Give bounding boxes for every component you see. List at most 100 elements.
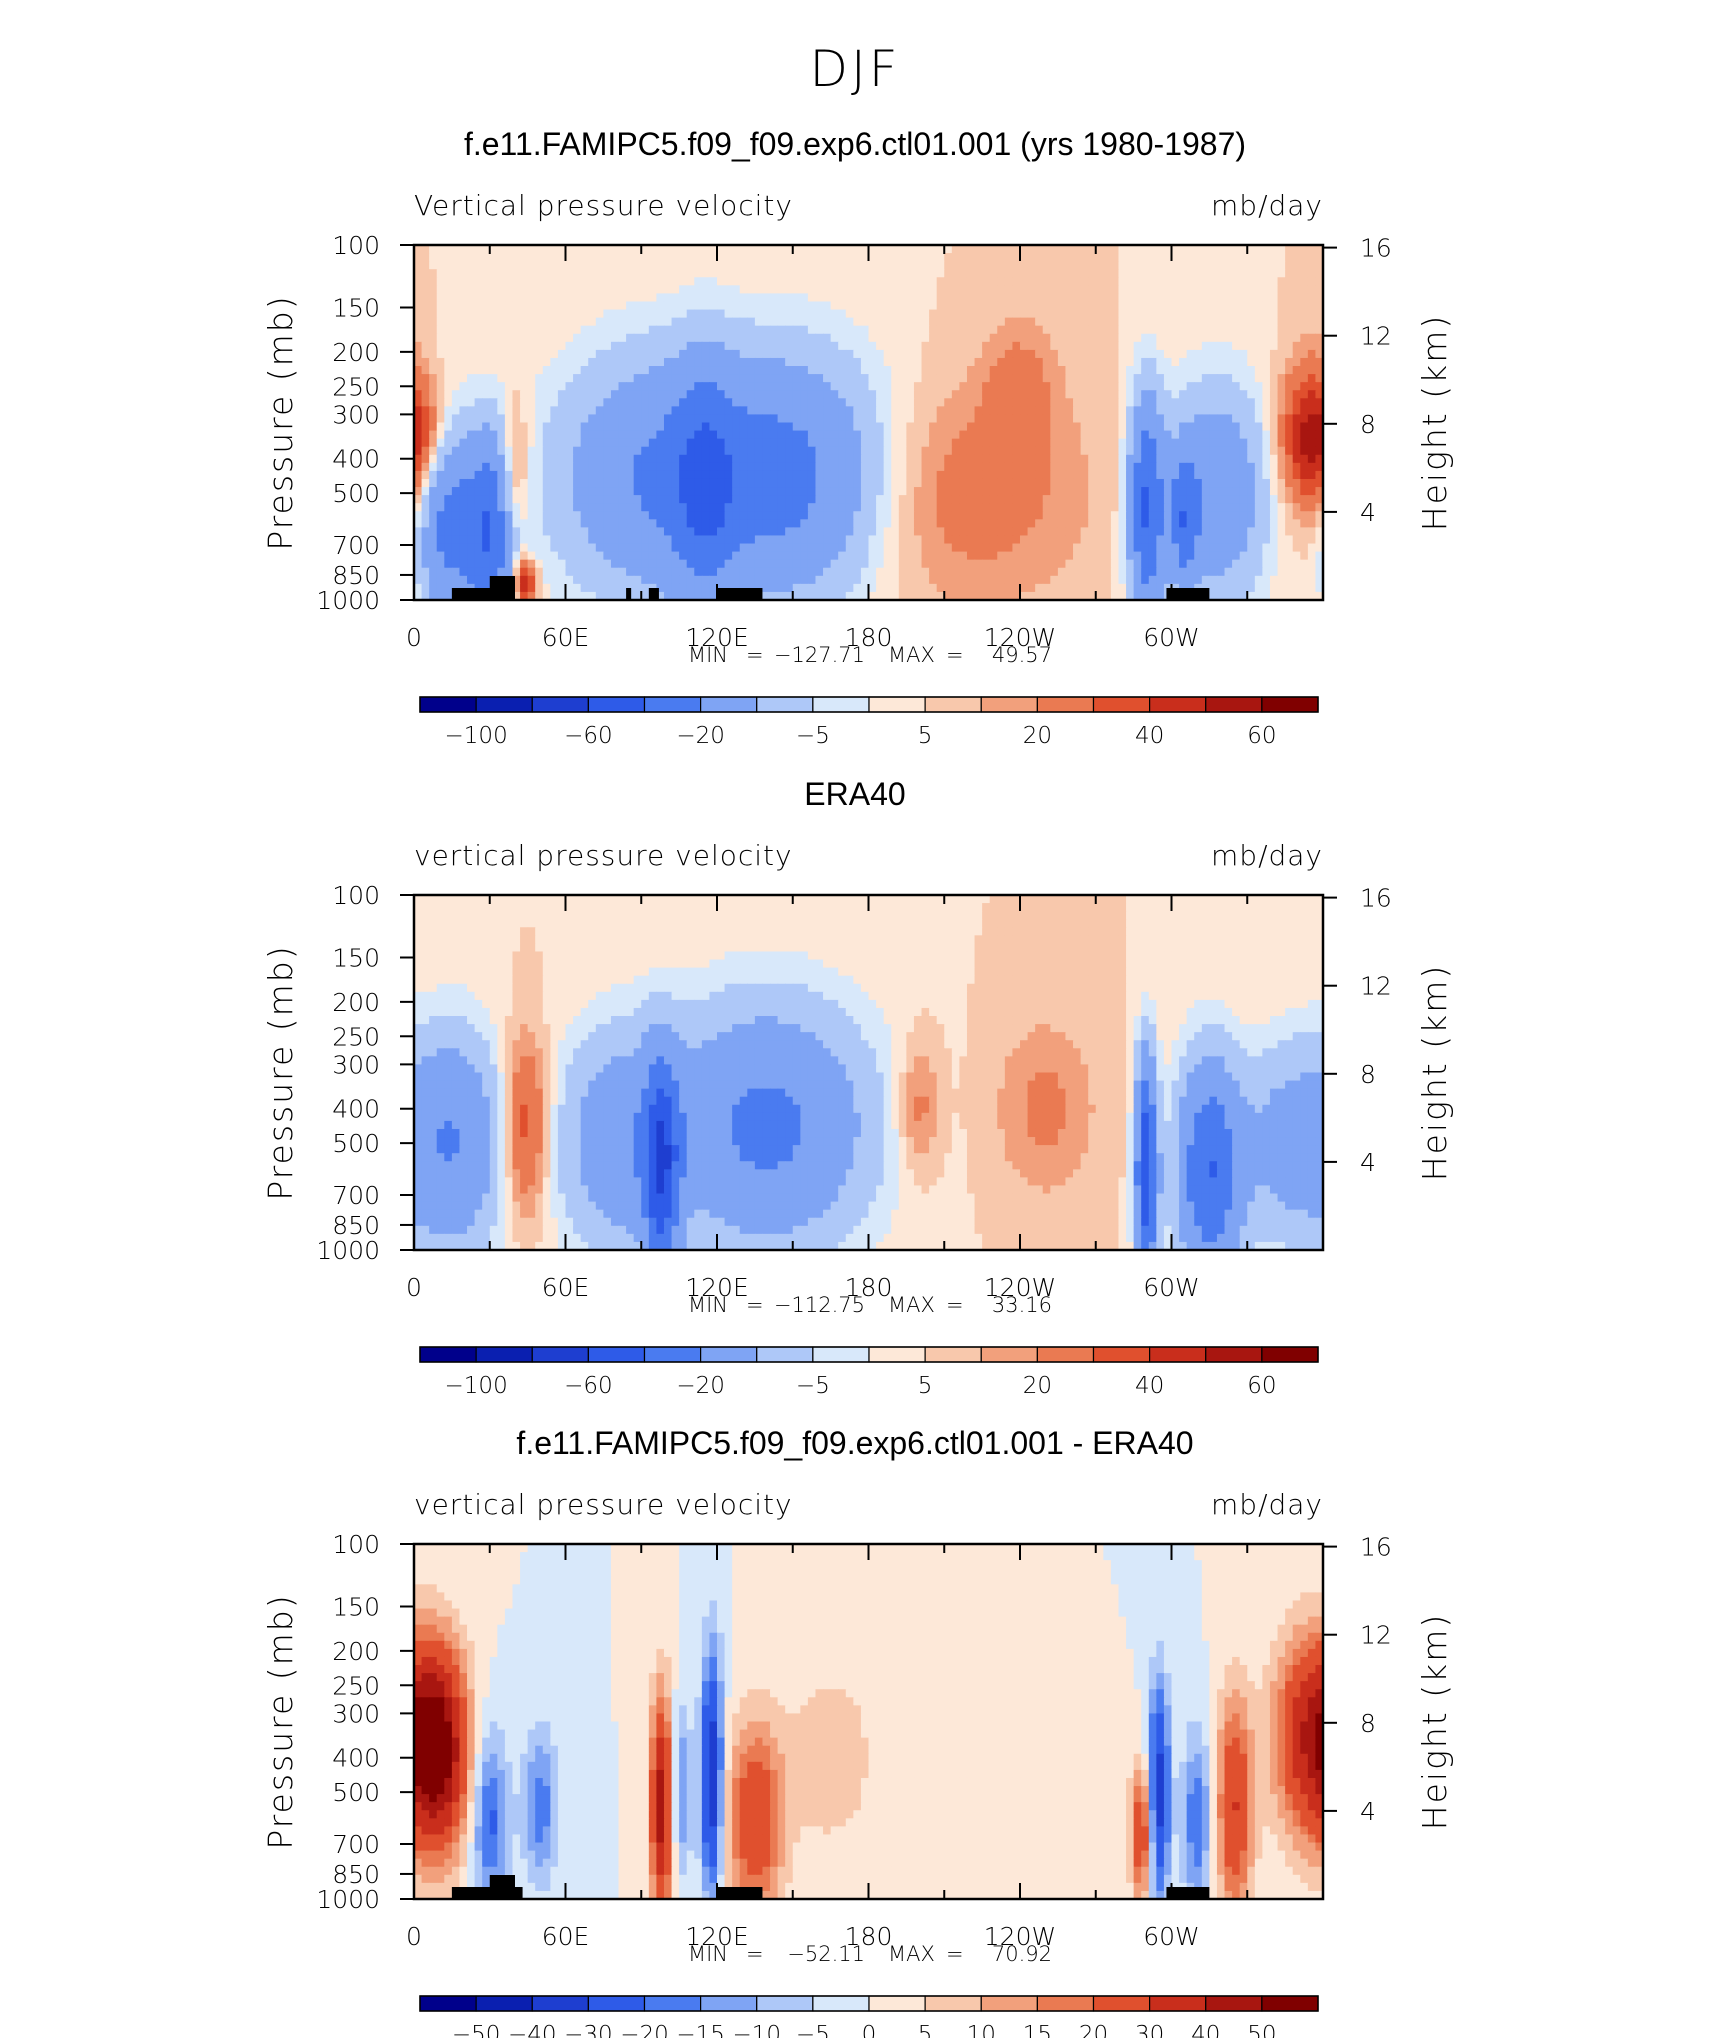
heatmap-cell [1269, 261, 1279, 270]
heatmap-cell [512, 269, 521, 278]
heatmap-cell [671, 390, 680, 399]
heatmap-cell [701, 382, 711, 391]
heatmap-cell [550, 559, 559, 569]
heatmap-cell [709, 269, 718, 278]
heatmap-cell [860, 366, 870, 375]
heatmap-cell [557, 527, 567, 537]
heatmap-cell [951, 543, 961, 553]
heatmap-cell [1042, 285, 1051, 295]
heatmap-cell [876, 422, 885, 432]
heatmap-cell [1110, 390, 1120, 399]
heatmap-cell [1133, 414, 1142, 424]
heatmap-cell [921, 341, 930, 351]
heatmap-cell [989, 422, 998, 432]
heatmap-cell [891, 317, 900, 327]
heatmap-cell [860, 575, 870, 585]
heatmap-cell [1194, 527, 1203, 537]
heatmap-cell [1269, 398, 1279, 407]
heatmap-cell [929, 551, 938, 561]
heatmap-cell [989, 414, 998, 424]
heatmap-cell [504, 269, 514, 278]
heatmap-cell [451, 261, 461, 270]
heatmap-cell [436, 438, 445, 448]
heatmap-cell [1148, 253, 1157, 262]
heatmap-cell [451, 406, 461, 416]
heatmap-cell [792, 487, 801, 496]
heatmap-cell [588, 414, 597, 424]
heatmap-cell [800, 422, 809, 432]
heatmap-cell [701, 398, 711, 407]
heatmap-cell [542, 285, 551, 295]
heatmap-cell [451, 366, 461, 375]
heatmap-cell [436, 317, 445, 327]
heatmap-cell [1095, 333, 1104, 343]
heatmap-cell [989, 462, 998, 472]
heatmap-cell [876, 333, 885, 343]
heatmap-cell [1224, 333, 1233, 343]
heatmap-cell [739, 317, 748, 327]
heatmap-cell [1035, 487, 1044, 496]
heatmap-cell [1307, 382, 1317, 391]
heatmap-cell [823, 261, 832, 270]
heatmap-cell [883, 406, 892, 416]
heatmap-cell [520, 301, 529, 311]
heatmap-cell [436, 325, 445, 335]
heatmap-cell [1020, 446, 1029, 456]
heatmap-cell [959, 374, 968, 383]
heatmap-cell [542, 478, 551, 488]
heatmap-cell [830, 543, 839, 553]
heatmap-cell [1103, 382, 1112, 391]
heatmap-cell [1201, 503, 1210, 512]
heatmap-cell [520, 478, 529, 488]
heatmap-cell [512, 430, 521, 440]
heatmap-cell [1126, 293, 1135, 303]
heatmap-cell [497, 422, 506, 432]
heatmap-cell [913, 462, 923, 472]
heatmap-cell [944, 366, 953, 375]
heatmap-cell [792, 366, 801, 375]
heatmap-cell [739, 430, 748, 440]
heatmap-cell [1133, 366, 1142, 375]
heatmap-cell [512, 543, 521, 553]
heatmap-cell [1004, 478, 1014, 488]
heatmap-cell [717, 333, 726, 343]
heatmap-cell [656, 382, 665, 391]
heatmap-cell [1148, 414, 1157, 424]
heatmap-cell [868, 317, 877, 327]
heatmap-cell [1292, 333, 1301, 343]
heatmap-cell [868, 559, 877, 569]
heatmap-cell [838, 559, 847, 569]
heatmap-cell [815, 349, 824, 359]
heatmap-cell [724, 462, 733, 472]
heatmap-cell [482, 406, 491, 416]
heatmap-cell [860, 503, 870, 512]
heatmap-cell [921, 454, 930, 464]
heatmap-cell [421, 422, 430, 432]
heatmap-cell [800, 414, 809, 424]
heatmap-cell [1103, 511, 1112, 520]
heatmap-cell [626, 357, 635, 367]
heatmap-cell [610, 285, 620, 295]
heatmap-cell [1020, 511, 1029, 520]
heatmap-cell [785, 349, 794, 359]
heatmap-cell [1156, 470, 1165, 480]
heatmap-cell [520, 543, 529, 553]
heatmap-cell [929, 301, 938, 311]
heatmap-cell [626, 478, 635, 488]
heatmap-cell [588, 422, 597, 432]
heatmap-cell [1315, 285, 1323, 295]
heatmap-cell [527, 261, 536, 270]
heatmap-cell [1285, 487, 1294, 496]
heatmap-cell [959, 333, 968, 343]
heatmap-cell [626, 382, 635, 391]
heatmap-cell [663, 422, 673, 432]
heatmap-cell [1307, 253, 1317, 262]
heatmap-cell [974, 341, 983, 351]
heatmap-cell [1057, 446, 1067, 456]
heatmap-cell [1080, 495, 1089, 504]
heatmap-cell [1201, 511, 1210, 520]
heatmap-cell [429, 511, 438, 520]
heatmap-cell [891, 519, 900, 528]
heatmap-cell [663, 406, 673, 416]
heatmap-cell [1042, 325, 1051, 335]
